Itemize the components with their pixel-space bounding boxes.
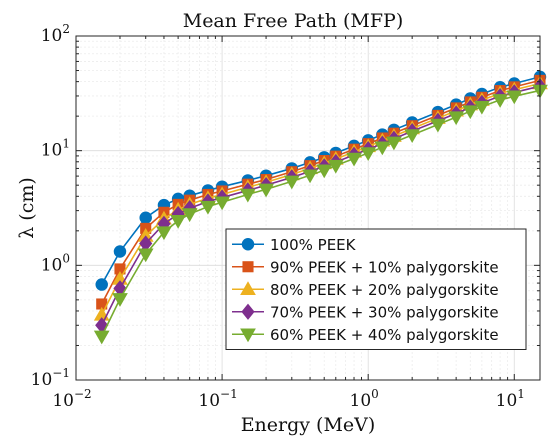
data-point: [474, 100, 490, 115]
data-point: [170, 214, 186, 229]
y-axis-label: λ (cm): [16, 177, 38, 239]
x-axis-label: Energy (MeV): [241, 414, 376, 436]
legend-marker: [241, 303, 255, 320]
x-tick-label: 100: [350, 387, 379, 411]
y-tick-label: 101: [41, 137, 70, 161]
data-point: [239, 188, 256, 203]
data-point: [112, 293, 128, 307]
data-point: [283, 175, 300, 190]
x-tick-label: 10−1: [198, 387, 237, 411]
data-point: [360, 147, 377, 161]
legend: 100% PEEK 90% PEEK + 10% palygorskite 80% …: [225, 228, 527, 350]
legend-marker: [240, 328, 256, 343]
data-point: [404, 129, 421, 143]
data-point: [430, 118, 446, 133]
legend-label: 80% PEEK + 20% palygorskite: [270, 281, 499, 299]
x-tick-label: 101: [496, 387, 525, 411]
data-point: [506, 90, 523, 105]
data-point: [95, 278, 108, 291]
data-point: [214, 196, 230, 211]
chart-title: Mean Free Path (MFP): [183, 10, 404, 32]
x-tick-labels: 10−2 10−1 100 101: [52, 387, 525, 411]
plot-frame: [75, 35, 541, 381]
y-tick-label: 102: [41, 22, 70, 46]
x-tick-label: 10−2: [52, 387, 91, 411]
data-point: [200, 200, 216, 215]
legend-label: 100% PEEK: [270, 236, 357, 254]
y-tick-label: 10−1: [31, 366, 70, 390]
data-point: [346, 152, 362, 167]
data-point: [316, 164, 333, 179]
legend-box: [225, 228, 527, 350]
data-point: [448, 111, 465, 126]
data-point: [113, 245, 127, 258]
data-point: [492, 94, 508, 108]
data-point: [139, 211, 152, 224]
data-point: [137, 248, 154, 263]
y-tick-label: 100: [41, 251, 70, 275]
data-point: [374, 141, 391, 156]
legend-label: 90% PEEK + 10% palygorskite: [270, 258, 499, 276]
legend-item: 90% PEEK + 10% palygorskite: [232, 258, 499, 276]
tick-marks: [75, 35, 540, 381]
data-point: [93, 330, 110, 345]
legend-item: 60% PEEK + 40% palygorskite: [232, 326, 499, 344]
legend-marker: [240, 281, 256, 295]
data-point: [181, 208, 198, 223]
legend-marker: [241, 238, 255, 251]
legend-marker: [242, 261, 254, 273]
y-tick-labels: 10−1 100 101 102: [31, 22, 70, 390]
data-point: [258, 183, 274, 198]
legend-item: 80% PEEK + 20% palygorskite: [232, 281, 499, 299]
legend-label: 60% PEEK + 40% palygorskite: [270, 326, 499, 344]
data-point: [327, 159, 344, 174]
series-5: [93, 84, 548, 345]
legend-item: 70% PEEK + 30% palygorskite: [232, 303, 499, 321]
data-point: [156, 226, 172, 241]
data-point: [462, 105, 479, 120]
legend-item: 100% PEEK: [232, 236, 357, 254]
data-point: [386, 136, 402, 151]
data-point: [302, 169, 318, 184]
legend-label: 70% PEEK + 30% palygorskite: [270, 303, 499, 321]
